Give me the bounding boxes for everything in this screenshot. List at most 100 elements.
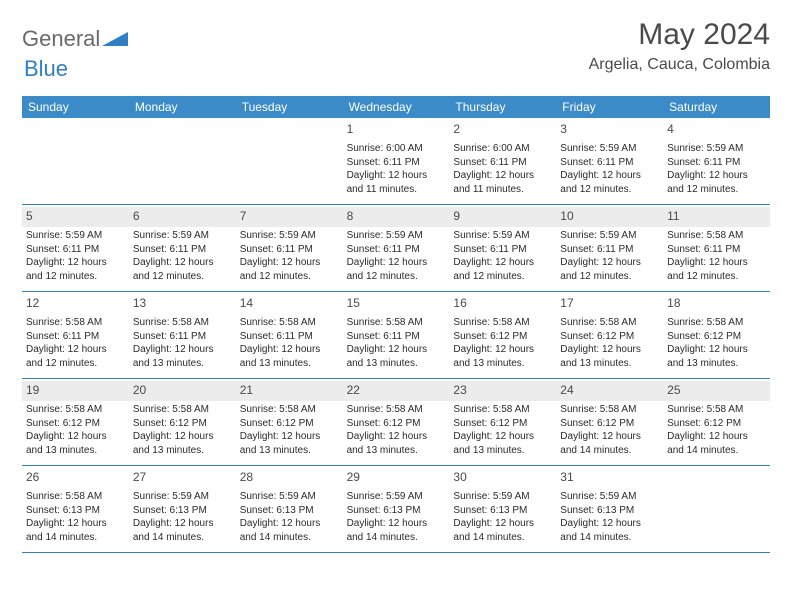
day-number-bg: 15	[343, 294, 450, 314]
day-number: 15	[347, 295, 446, 311]
sunrise-line: Sunrise: 5:58 AM	[347, 403, 446, 417]
day-number-bg: 19	[22, 381, 129, 401]
sunset-line: Sunset: 6:12 PM	[667, 417, 766, 431]
daylight-line: Daylight: 12 hours and 13 minutes.	[667, 343, 766, 370]
daylight-line: Daylight: 12 hours and 13 minutes.	[133, 343, 232, 370]
day-cell: 28Sunrise: 5:59 AMSunset: 6:13 PMDayligh…	[236, 466, 343, 552]
sunrise-line: Sunrise: 6:00 AM	[453, 142, 552, 156]
day-number-bg: 29	[343, 468, 450, 488]
daylight-line: Daylight: 12 hours and 12 minutes.	[560, 169, 659, 196]
sunrise-line: Sunrise: 5:58 AM	[667, 229, 766, 243]
daylight-line: Daylight: 12 hours and 14 minutes.	[133, 517, 232, 544]
sunrise-line: Sunrise: 5:59 AM	[347, 490, 446, 504]
day-number-bg: 14	[236, 294, 343, 314]
dow-sunday: Sunday	[22, 96, 129, 118]
day-number-bg: 30	[449, 468, 556, 488]
location-label: Argelia, Cauca, Colombia	[589, 56, 770, 74]
daylight-line: Daylight: 12 hours and 12 minutes.	[347, 256, 446, 283]
sunrise-line: Sunrise: 5:58 AM	[347, 316, 446, 330]
sunset-line: Sunset: 6:13 PM	[453, 504, 552, 518]
day-number-bg: 31	[556, 468, 663, 488]
day-number-bg: 10	[556, 207, 663, 227]
day-number-bg: 3	[556, 120, 663, 140]
day-number: 2	[453, 121, 552, 137]
day-number-bg: 17	[556, 294, 663, 314]
day-number: 13	[133, 295, 232, 311]
brand-text-blue: Blue	[24, 56, 68, 81]
daylight-line: Daylight: 12 hours and 11 minutes.	[347, 169, 446, 196]
sunrise-line: Sunrise: 5:59 AM	[560, 142, 659, 156]
daylight-line: Daylight: 12 hours and 12 minutes.	[26, 256, 125, 283]
title-block: May 2024 Argelia, Cauca, Colombia	[589, 18, 770, 74]
daylight-line: Daylight: 12 hours and 14 minutes.	[26, 517, 125, 544]
day-number-bg: 6	[129, 207, 236, 227]
week-row: 5Sunrise: 5:59 AMSunset: 6:11 PMDaylight…	[22, 205, 770, 292]
day-number: 11	[667, 208, 766, 224]
sunset-line: Sunset: 6:13 PM	[133, 504, 232, 518]
dow-thursday: Thursday	[449, 96, 556, 118]
day-number: 24	[560, 382, 659, 398]
daylight-line: Daylight: 12 hours and 13 minutes.	[453, 430, 552, 457]
day-number: 6	[133, 208, 232, 224]
daylight-line: Daylight: 12 hours and 14 minutes.	[453, 517, 552, 544]
sunrise-line: Sunrise: 5:59 AM	[26, 229, 125, 243]
day-number: 4	[667, 121, 766, 137]
sunset-line: Sunset: 6:11 PM	[133, 330, 232, 344]
sunrise-line: Sunrise: 5:59 AM	[133, 490, 232, 504]
daylight-line: Daylight: 12 hours and 11 minutes.	[453, 169, 552, 196]
day-cell: 21Sunrise: 5:58 AMSunset: 6:12 PMDayligh…	[236, 379, 343, 465]
daylight-line: Daylight: 12 hours and 12 minutes.	[560, 256, 659, 283]
dow-header-row: Sunday Monday Tuesday Wednesday Thursday…	[22, 96, 770, 118]
sunset-line: Sunset: 6:12 PM	[560, 417, 659, 431]
daylight-line: Daylight: 12 hours and 13 minutes.	[453, 343, 552, 370]
day-cell: 6Sunrise: 5:59 AMSunset: 6:11 PMDaylight…	[129, 205, 236, 291]
day-number-bg: 23	[449, 381, 556, 401]
daylight-line: Daylight: 12 hours and 13 minutes.	[347, 430, 446, 457]
day-number: 3	[560, 121, 659, 137]
sunset-line: Sunset: 6:11 PM	[240, 243, 339, 257]
sunrise-line: Sunrise: 5:58 AM	[453, 316, 552, 330]
daylight-line: Daylight: 12 hours and 14 minutes.	[560, 517, 659, 544]
sunrise-line: Sunrise: 5:58 AM	[667, 403, 766, 417]
sunrise-line: Sunrise: 5:58 AM	[133, 403, 232, 417]
day-cell: 23Sunrise: 5:58 AMSunset: 6:12 PMDayligh…	[449, 379, 556, 465]
sunrise-line: Sunrise: 5:59 AM	[240, 490, 339, 504]
sunset-line: Sunset: 6:11 PM	[347, 243, 446, 257]
day-cell: 3 Sunrise: 5:59 AMSunset: 6:11 PMDaylight…	[556, 118, 663, 204]
dow-tuesday: Tuesday	[236, 96, 343, 118]
day-cell-blank	[22, 118, 129, 204]
day-cell: 18Sunrise: 5:58 AMSunset: 6:12 PMDayligh…	[663, 292, 770, 378]
day-cell: 20Sunrise: 5:58 AMSunset: 6:12 PMDayligh…	[129, 379, 236, 465]
sunrise-line: Sunrise: 5:59 AM	[453, 490, 552, 504]
sunset-line: Sunset: 6:11 PM	[240, 330, 339, 344]
day-cell: 8Sunrise: 5:59 AMSunset: 6:11 PMDaylight…	[343, 205, 450, 291]
day-cell: 16Sunrise: 5:58 AMSunset: 6:12 PMDayligh…	[449, 292, 556, 378]
day-cell: 14Sunrise: 5:58 AMSunset: 6:11 PMDayligh…	[236, 292, 343, 378]
sunrise-line: Sunrise: 5:58 AM	[667, 316, 766, 330]
sunrise-line: Sunrise: 6:00 AM	[347, 142, 446, 156]
daylight-line: Daylight: 12 hours and 13 minutes.	[133, 430, 232, 457]
day-number: 1	[347, 121, 446, 137]
brand-triangle-icon	[102, 28, 128, 51]
day-number-bg: 1	[343, 120, 450, 140]
day-cell: 9Sunrise: 5:59 AMSunset: 6:11 PMDaylight…	[449, 205, 556, 291]
sunset-line: Sunset: 6:11 PM	[560, 156, 659, 170]
brand-text-general: General	[22, 26, 100, 52]
daylight-line: Daylight: 12 hours and 13 minutes.	[240, 343, 339, 370]
day-number: 25	[667, 382, 766, 398]
sunset-line: Sunset: 6:13 PM	[560, 504, 659, 518]
sunset-line: Sunset: 6:12 PM	[453, 330, 552, 344]
day-cell: 1 Sunrise: 6:00 AMSunset: 6:11 PMDaylight…	[343, 118, 450, 204]
day-number-bg: 2	[449, 120, 556, 140]
sunset-line: Sunset: 6:11 PM	[347, 156, 446, 170]
sunrise-line: Sunrise: 5:59 AM	[560, 229, 659, 243]
daylight-line: Daylight: 12 hours and 12 minutes.	[26, 343, 125, 370]
sunset-line: Sunset: 6:13 PM	[347, 504, 446, 518]
day-cell-blank	[236, 118, 343, 204]
day-number: 19	[26, 382, 125, 398]
daylight-line: Daylight: 12 hours and 14 minutes.	[560, 430, 659, 457]
day-number-bg: 12	[22, 294, 129, 314]
day-number: 28	[240, 469, 339, 485]
month-title: May 2024	[589, 18, 770, 52]
weeks-container: 1Sunrise: 6:00 AMSunset: 6:11 PMDaylight…	[22, 118, 770, 553]
